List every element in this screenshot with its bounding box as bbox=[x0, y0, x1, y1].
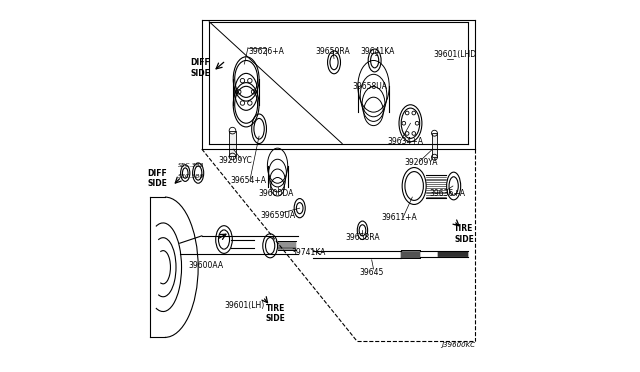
Text: 39658RA: 39658RA bbox=[345, 233, 380, 242]
Bar bbox=[229, 131, 236, 157]
Text: 39659UA: 39659UA bbox=[260, 211, 295, 220]
Text: 39209YA: 39209YA bbox=[404, 157, 438, 167]
Text: 39641KA: 39641KA bbox=[360, 47, 394, 56]
Text: DIFF
SIDE: DIFF SIDE bbox=[148, 169, 168, 188]
Text: 39654+A: 39654+A bbox=[230, 176, 266, 185]
Text: TIRE
SIDE: TIRE SIDE bbox=[454, 224, 474, 244]
Text: 39634+A: 39634+A bbox=[387, 137, 423, 146]
Text: 39645: 39645 bbox=[360, 268, 384, 277]
Text: 39659RA: 39659RA bbox=[316, 47, 350, 56]
Bar bbox=[431, 133, 437, 157]
Text: J39600KC: J39600KC bbox=[442, 342, 476, 348]
Text: 39601(LHD: 39601(LHD bbox=[433, 51, 476, 60]
Text: 39600AA: 39600AA bbox=[188, 261, 223, 270]
Text: SEC.380: SEC.380 bbox=[178, 163, 204, 168]
Text: 39209YC: 39209YC bbox=[218, 155, 252, 165]
Text: 39741KA: 39741KA bbox=[292, 248, 326, 257]
Text: 39636+A: 39636+A bbox=[429, 189, 465, 198]
Text: 39600DA: 39600DA bbox=[258, 189, 293, 198]
Text: SEC.380: SEC.380 bbox=[178, 174, 204, 179]
Text: 39658UA: 39658UA bbox=[353, 82, 387, 91]
Text: TIRE
SIDE: TIRE SIDE bbox=[266, 304, 285, 323]
Text: 39611+A: 39611+A bbox=[381, 213, 417, 222]
Text: DIFF
SIDE: DIFF SIDE bbox=[190, 58, 210, 77]
Text: 39601(LH): 39601(LH) bbox=[224, 301, 264, 311]
Text: 39626+A: 39626+A bbox=[248, 47, 284, 56]
